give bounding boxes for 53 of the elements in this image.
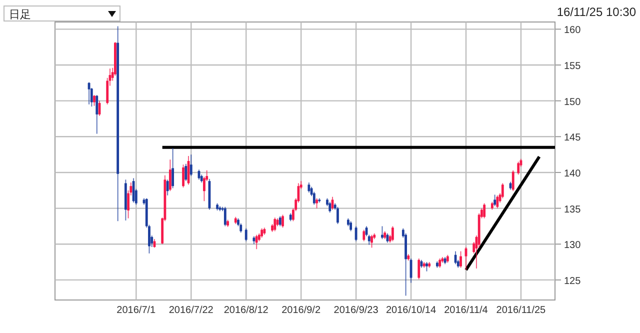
candlestick <box>496 194 499 209</box>
x-tick-label: 2016/10/14 <box>386 305 436 316</box>
text: 16/11/25 10:30 <box>556 5 636 19</box>
candlestick <box>483 202 486 219</box>
candlestick <box>438 258 442 268</box>
text: 日足 <box>9 9 31 21</box>
x-tick-label: 2016/9/2 <box>282 305 321 316</box>
candlestick <box>274 217 276 232</box>
x-tick-label: 2016/11/25 <box>496 305 546 316</box>
candlestick <box>460 250 462 268</box>
y-tick-label: 160 <box>564 25 582 36</box>
candlestick <box>96 94 98 134</box>
candlestick <box>336 206 339 225</box>
candlestick <box>312 191 316 206</box>
candlestick <box>517 161 520 176</box>
candlestick <box>328 201 332 214</box>
candlestick <box>278 216 282 227</box>
candlestick <box>282 214 284 228</box>
candlestick <box>168 159 172 192</box>
candlestick <box>350 220 352 232</box>
x-tick-label: 2016/7/1 <box>116 305 156 316</box>
candlestick <box>244 228 248 242</box>
candlestick <box>316 198 318 209</box>
y-tick-label: 145 <box>564 132 582 144</box>
candlestick <box>362 229 366 242</box>
candlestick <box>166 179 169 196</box>
y-tick-label: 130 <box>564 240 582 252</box>
candlestick <box>418 258 420 280</box>
y-tick-label: 150 <box>564 96 582 108</box>
x-tick-label: 2016/7/22 <box>168 305 214 316</box>
x-tick-label: 2016/8/12 <box>224 305 269 316</box>
candlestick <box>260 228 264 238</box>
y-tick-label: 135 <box>564 204 582 216</box>
y-tick-label: 125 <box>564 276 582 287</box>
candlestick <box>370 234 373 248</box>
candlestick <box>255 234 258 250</box>
candlestick <box>240 222 242 234</box>
candlestick <box>172 148 174 189</box>
candlestick <box>184 163 188 182</box>
x-tick-label: 2016/11/4 <box>444 305 488 316</box>
candlestick <box>308 182 310 194</box>
y-tick-label: 140 <box>564 168 582 180</box>
candlestick <box>224 206 226 227</box>
candlestick <box>93 94 96 106</box>
candlestick <box>426 262 428 272</box>
x-tick-label: 2016/9/23 <box>334 305 379 316</box>
candlestick <box>512 170 514 192</box>
y-tick-label: 155 <box>564 60 582 72</box>
candlestick <box>190 154 192 177</box>
candlestick <box>182 164 184 188</box>
candlestick <box>494 194 496 207</box>
candlestick <box>391 226 394 242</box>
candlestick <box>501 182 504 199</box>
